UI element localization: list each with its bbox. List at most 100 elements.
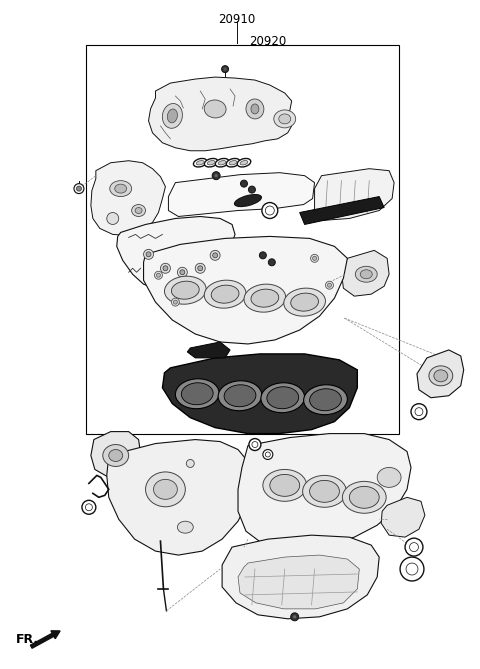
Circle shape	[409, 543, 419, 552]
Polygon shape	[91, 432, 141, 478]
Circle shape	[249, 186, 255, 193]
Circle shape	[327, 283, 332, 287]
Polygon shape	[222, 535, 379, 619]
Circle shape	[198, 266, 203, 271]
Ellipse shape	[162, 104, 182, 128]
Circle shape	[262, 203, 278, 219]
Ellipse shape	[145, 472, 185, 507]
Circle shape	[160, 264, 170, 273]
Circle shape	[107, 213, 119, 225]
Ellipse shape	[204, 280, 246, 308]
Ellipse shape	[246, 99, 264, 119]
Circle shape	[406, 563, 418, 575]
Ellipse shape	[270, 474, 300, 496]
Ellipse shape	[302, 476, 347, 507]
Ellipse shape	[251, 104, 259, 114]
Circle shape	[291, 613, 299, 621]
Circle shape	[400, 557, 424, 581]
Circle shape	[178, 268, 187, 277]
Circle shape	[155, 271, 162, 279]
Ellipse shape	[168, 109, 178, 123]
Text: 20910: 20910	[218, 13, 256, 26]
Ellipse shape	[355, 266, 377, 282]
Ellipse shape	[204, 159, 218, 167]
Circle shape	[265, 206, 274, 215]
Circle shape	[163, 266, 168, 271]
Circle shape	[252, 442, 258, 448]
Ellipse shape	[263, 470, 307, 501]
Text: FR.: FR.	[16, 634, 39, 646]
Ellipse shape	[178, 521, 193, 533]
Circle shape	[186, 460, 194, 468]
Circle shape	[82, 500, 96, 514]
Ellipse shape	[310, 389, 341, 411]
Circle shape	[259, 252, 266, 259]
Ellipse shape	[218, 381, 262, 411]
Ellipse shape	[304, 385, 348, 415]
Ellipse shape	[244, 284, 286, 312]
Circle shape	[171, 298, 180, 306]
Polygon shape	[168, 173, 314, 217]
Polygon shape	[417, 350, 464, 398]
Circle shape	[325, 281, 334, 289]
Ellipse shape	[237, 159, 251, 167]
Ellipse shape	[360, 270, 372, 279]
Polygon shape	[144, 236, 348, 344]
Ellipse shape	[110, 181, 132, 197]
Circle shape	[311, 254, 319, 262]
Polygon shape	[91, 161, 166, 235]
Circle shape	[212, 172, 220, 180]
Circle shape	[312, 256, 316, 260]
Ellipse shape	[240, 161, 248, 165]
Ellipse shape	[261, 383, 305, 413]
Ellipse shape	[207, 161, 215, 165]
Polygon shape	[117, 217, 235, 290]
Ellipse shape	[132, 205, 145, 217]
Polygon shape	[148, 77, 292, 151]
Circle shape	[293, 615, 297, 619]
Circle shape	[411, 403, 427, 419]
Polygon shape	[162, 354, 357, 434]
Ellipse shape	[171, 281, 199, 299]
Circle shape	[405, 538, 423, 556]
Circle shape	[249, 439, 261, 450]
Circle shape	[146, 252, 151, 257]
Polygon shape	[238, 555, 360, 609]
Bar	[86, 45, 399, 434]
Polygon shape	[187, 342, 230, 358]
Circle shape	[74, 183, 84, 193]
Circle shape	[85, 504, 92, 510]
Circle shape	[195, 264, 205, 273]
Polygon shape	[381, 497, 425, 537]
Ellipse shape	[109, 450, 123, 462]
Ellipse shape	[310, 480, 339, 502]
Ellipse shape	[204, 100, 226, 118]
Polygon shape	[341, 250, 389, 296]
Circle shape	[240, 180, 248, 187]
Ellipse shape	[175, 379, 219, 409]
Circle shape	[268, 259, 276, 266]
Circle shape	[144, 250, 154, 260]
Ellipse shape	[349, 486, 379, 508]
Circle shape	[214, 174, 218, 178]
Ellipse shape	[274, 110, 296, 128]
Circle shape	[415, 407, 423, 415]
Polygon shape	[300, 197, 384, 225]
Ellipse shape	[216, 159, 229, 167]
Polygon shape	[314, 169, 394, 221]
Circle shape	[263, 450, 273, 460]
Ellipse shape	[342, 482, 386, 513]
Ellipse shape	[224, 385, 256, 407]
Circle shape	[210, 250, 220, 260]
Ellipse shape	[193, 159, 207, 167]
Circle shape	[76, 186, 82, 191]
Ellipse shape	[434, 370, 448, 382]
Ellipse shape	[218, 161, 226, 165]
Ellipse shape	[165, 276, 206, 304]
Ellipse shape	[181, 383, 213, 405]
Ellipse shape	[154, 480, 178, 499]
Ellipse shape	[234, 195, 262, 207]
Ellipse shape	[267, 387, 299, 409]
FancyArrow shape	[30, 631, 60, 648]
Ellipse shape	[429, 366, 453, 386]
